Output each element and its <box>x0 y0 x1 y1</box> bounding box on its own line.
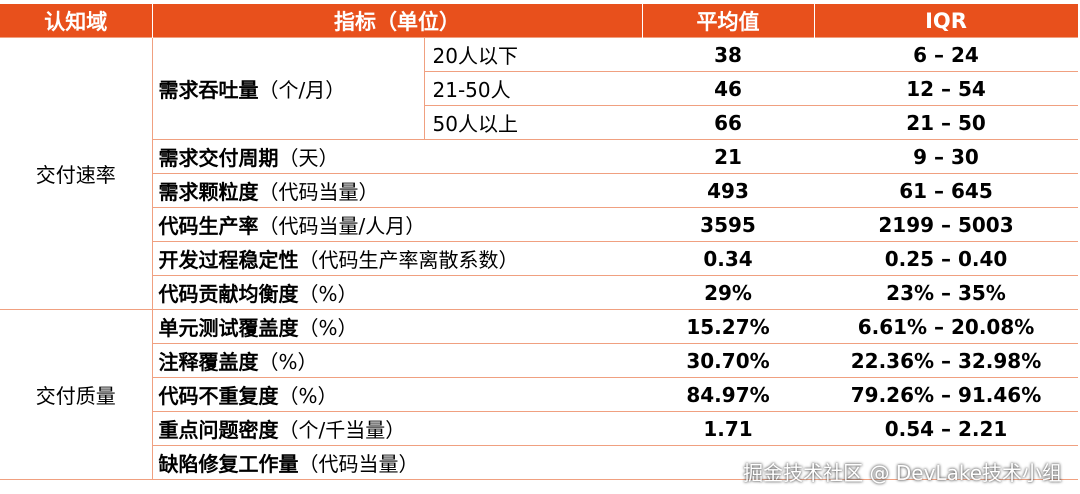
table-header-row: 认知域 指标（单位） 平均值 IQR <box>0 4 1079 38</box>
metric-unit: （个/千当量） <box>278 418 406 442</box>
metric-name: 开发过程稳定性 <box>158 248 299 272</box>
category-quality: 交付质量 <box>0 309 153 480</box>
iqr-value: 2199 – 5003 <box>814 207 1078 242</box>
iqr-value: 6.61% – 20.08% <box>814 309 1078 344</box>
header-avg: 平均值 <box>642 4 815 38</box>
metric-name: 代码贡献均衡度 <box>158 282 299 306</box>
metric-unit: （%） <box>258 350 318 374</box>
metric-unit: （代码当量） <box>298 452 419 476</box>
avg-value: 21 <box>642 139 814 174</box>
table-row: 需求颗粒度（代码当量） 493 61 – 645 <box>0 173 1078 208</box>
table-row: 代码不重复度（%） 84.97% 79.26% – 91.46% <box>0 377 1078 412</box>
metric-name: 需求吞吐量 <box>158 78 259 102</box>
table-row: 缺陷修复工作量（代码当量） <box>0 445 1078 480</box>
iqr-value: 6 – 24 <box>814 37 1078 72</box>
metric-name: 代码不重复度 <box>158 384 279 408</box>
category-rate: 交付速率 <box>0 37 153 310</box>
metric-name: 需求颗粒度 <box>158 180 259 204</box>
metric-name: 缺陷修复工作量 <box>158 452 299 476</box>
table-row: 需求交付周期（天） 21 9 – 30 <box>0 139 1078 174</box>
metric-name: 注释覆盖度 <box>158 350 259 374</box>
header-domain: 认知域 <box>0 4 153 38</box>
metric-cell: 单元测试覆盖度（%） <box>152 309 642 344</box>
iqr-value: 61 – 645 <box>814 173 1078 208</box>
table-row: 交付速率 需求吞吐量（个/月） 20人以下 38 6 – 24 <box>0 37 1078 310</box>
avg-value: 29% <box>642 275 814 310</box>
table-row: 开发过程稳定性（代码生产率离散系数） 0.34 0.25 – 0.40 <box>0 241 1078 276</box>
table-row: 交付质量 单元测试覆盖度（%） 15.27% 6.61% – 20.08% <box>0 309 1078 480</box>
team-size-label: 20人以下 <box>423 37 642 72</box>
metric-name: 单元测试覆盖度 <box>158 316 299 340</box>
header-metric: 指标（单位） <box>152 4 643 38</box>
table-row: 重点问题密度（个/千当量） 1.71 0.54 – 2.21 <box>0 411 1078 446</box>
metric-cell: 代码贡献均衡度（%） <box>152 275 642 310</box>
avg-value: 66 <box>642 105 814 140</box>
avg-value: 38 <box>642 37 814 72</box>
metric-unit: （个/月） <box>258 78 346 102</box>
metric-unit: （%） <box>298 316 358 340</box>
iqr-value: 9 – 30 <box>814 139 1078 174</box>
avg-value: 0.34 <box>642 241 814 276</box>
avg-value: 46 <box>642 71 814 106</box>
iqr-value: 12 – 54 <box>814 71 1078 106</box>
metric-unit: （天） <box>278 146 339 170</box>
metrics-table: 认知域 指标（单位） 平均值 IQR 交付速率 需求吞吐量（个/月） 20人以下… <box>0 4 1079 480</box>
iqr-value: 23% – 35% <box>814 275 1078 310</box>
table-row: 21-50人 46 12 – 54 <box>0 71 1078 106</box>
avg-value: 15.27% <box>642 309 814 344</box>
metric-cell: 需求吞吐量（个/月） <box>152 37 424 140</box>
iqr-value: 79.26% – 91.46% <box>814 377 1078 412</box>
metric-unit: （%） <box>278 384 338 408</box>
metric-cell: 代码不重复度（%） <box>152 377 642 412</box>
table-row: 注释覆盖度（%） 30.70% 22.36% – 32.98% <box>0 343 1078 378</box>
metric-cell: 需求交付周期（天） <box>152 139 642 174</box>
metric-unit: （%） <box>298 282 358 306</box>
table-row: 代码生产率（代码当量/人月） 3595 2199 – 5003 <box>0 207 1078 242</box>
metric-name: 代码生产率 <box>158 214 259 238</box>
metric-cell: 开发过程稳定性（代码生产率离散系数） <box>152 241 642 276</box>
metric-name: 需求交付周期 <box>158 146 279 170</box>
iqr-value: 22.36% – 32.98% <box>814 343 1078 378</box>
metric-cell: 重点问题密度（个/千当量） <box>152 411 642 446</box>
table-row: 50人以上 66 21 – 50 <box>0 105 1078 140</box>
metric-cell: 缺陷修复工作量（代码当量） <box>152 445 642 480</box>
metric-cell: 代码生产率（代码当量/人月） <box>152 207 642 242</box>
avg-value: 493 <box>642 173 814 208</box>
team-size-label: 21-50人 <box>423 71 642 106</box>
iqr-value: 0.54 – 2.21 <box>814 411 1078 446</box>
team-size-label: 50人以上 <box>423 105 642 140</box>
avg-value: 1.71 <box>642 411 814 446</box>
metric-unit: （代码生产率离散系数） <box>298 248 519 272</box>
metric-cell: 需求颗粒度（代码当量） <box>152 173 642 208</box>
avg-value: 30.70% <box>642 343 814 378</box>
metric-unit: （代码当量/人月） <box>258 214 426 238</box>
metric-unit: （代码当量） <box>258 180 379 204</box>
table-row: 代码贡献均衡度（%） 29% 23% – 35% <box>0 275 1078 310</box>
metric-cell: 注释覆盖度（%） <box>152 343 642 378</box>
watermark-text: 掘金技术社区 @ DevLake技术小组 <box>743 461 1062 485</box>
header-iqr: IQR <box>814 4 1079 38</box>
avg-value <box>642 445 814 480</box>
iqr-value: 0.25 – 0.40 <box>814 241 1078 276</box>
iqr-value: 21 – 50 <box>814 105 1078 140</box>
metric-name: 重点问题密度 <box>158 418 279 442</box>
iqr-value <box>814 445 1078 480</box>
avg-value: 84.97% <box>642 377 814 412</box>
avg-value: 3595 <box>642 207 814 242</box>
